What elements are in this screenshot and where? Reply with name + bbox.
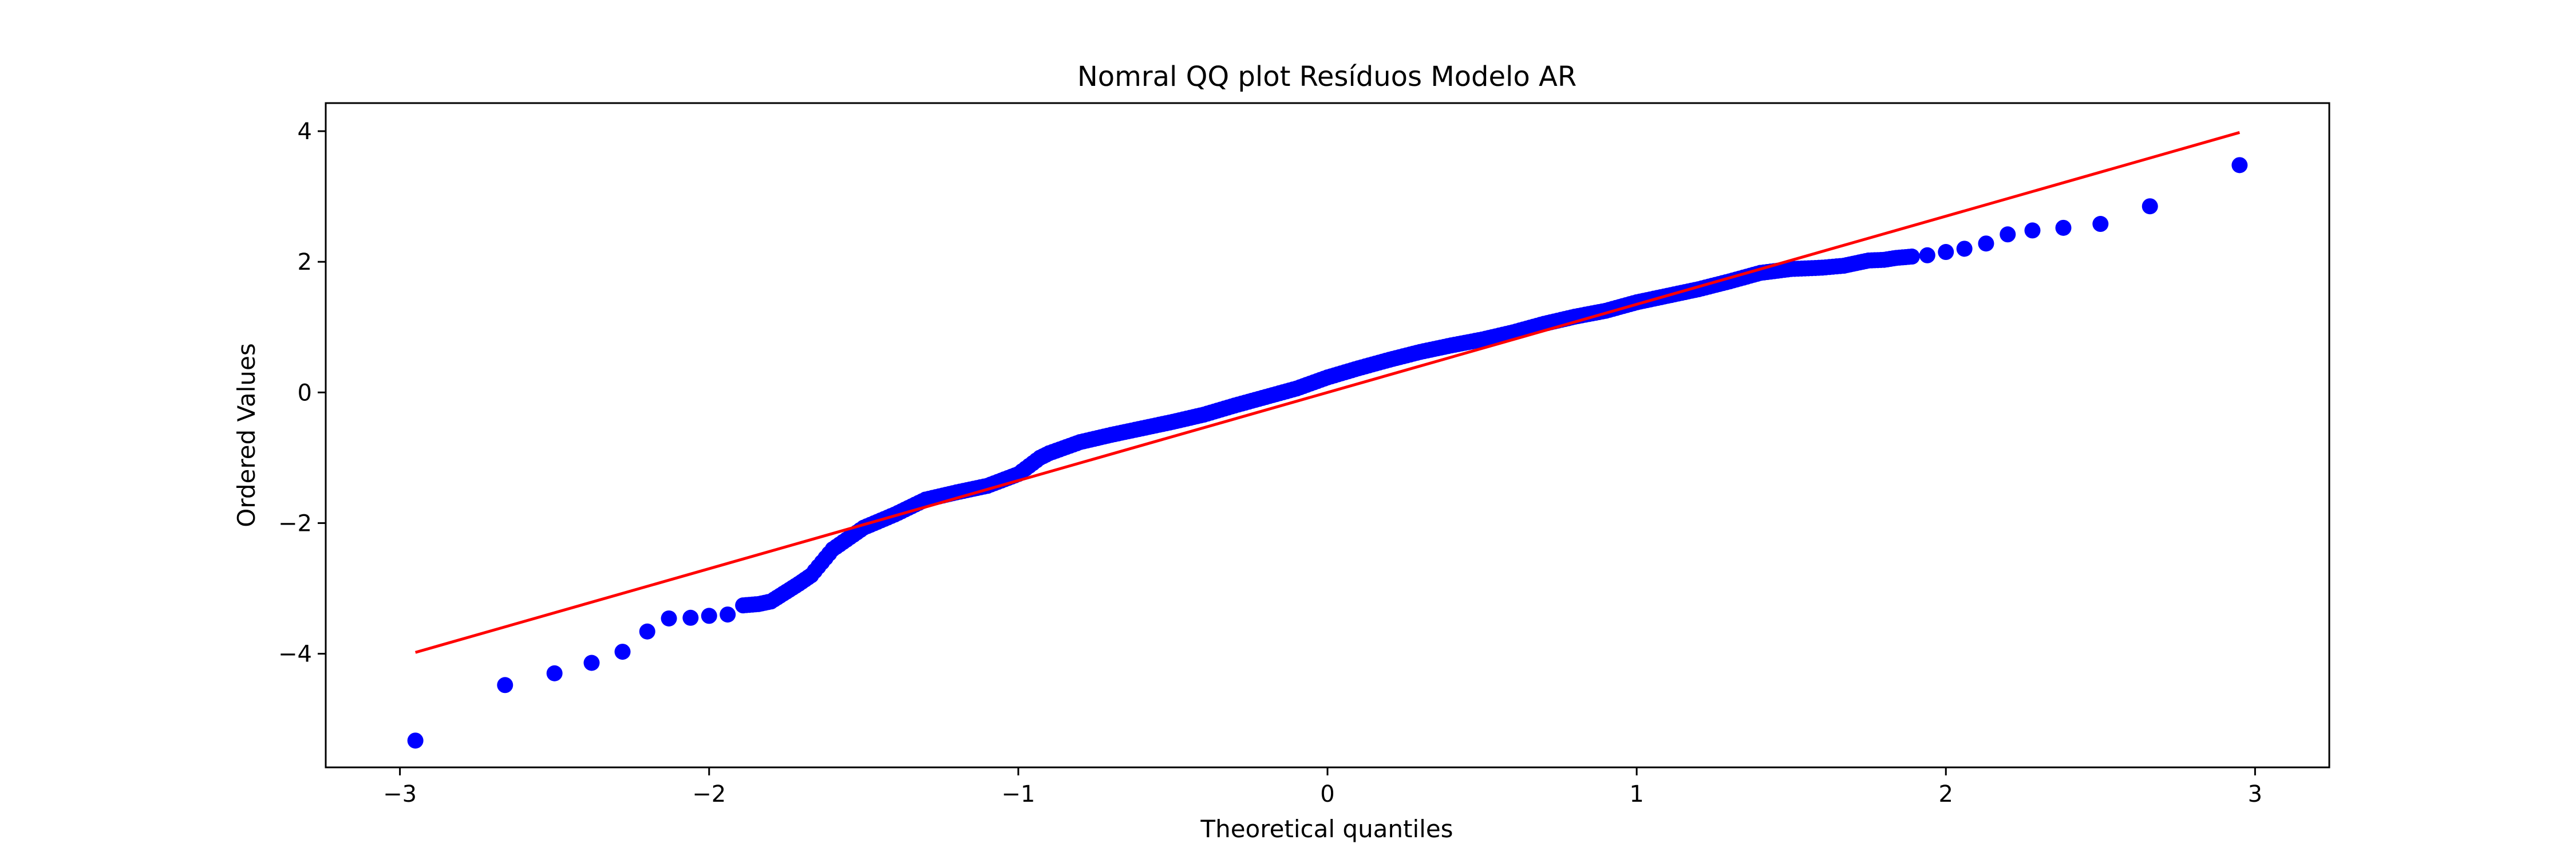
- data-point: [1956, 241, 1973, 257]
- plot-frame: [325, 102, 2330, 769]
- data-point: [682, 609, 699, 626]
- data-point: [639, 623, 655, 640]
- data-point: [497, 677, 513, 693]
- data-point: [2055, 219, 2072, 236]
- data-point: [2092, 216, 2109, 233]
- data-point: [2231, 157, 2248, 174]
- x-axis-label: Theoretical quantiles: [1200, 815, 1453, 843]
- x-tick-label: 3: [2248, 781, 2262, 807]
- data-point: [583, 655, 600, 671]
- plot-area: [326, 103, 2329, 767]
- data-point: [2142, 198, 2158, 215]
- y-tick-label: 4: [298, 119, 312, 145]
- y-tick-label: 2: [298, 249, 312, 275]
- x-tick-label: −2: [692, 781, 726, 807]
- data-point: [701, 608, 717, 624]
- data-point: [2024, 222, 2041, 239]
- x-tick-label: 1: [1629, 781, 1643, 807]
- x-tick-label: 2: [1939, 781, 1953, 807]
- y-axis-label: Ordered Values: [232, 343, 260, 527]
- data-point: [2000, 226, 2016, 243]
- data-point: [1938, 244, 1954, 261]
- chart-title: Nomral QQ plot Resíduos Modelo AR: [1077, 61, 1577, 93]
- data-point: [407, 732, 424, 749]
- data-point: [1901, 249, 1917, 265]
- data-point: [1919, 247, 1935, 263]
- data-point: [720, 606, 736, 623]
- data-point: [614, 644, 631, 660]
- data-point: [661, 610, 677, 626]
- x-tick-label: 0: [1320, 781, 1334, 807]
- x-tick-label: −3: [383, 781, 417, 807]
- y-tick-label: −2: [278, 510, 312, 537]
- data-point: [546, 665, 563, 681]
- y-axis-ticks: −4 −2 0 2 4: [278, 119, 326, 668]
- x-axis-ticks: −3 −2 −1 0 1 2 3: [383, 767, 2262, 807]
- reference-fit-line: [414, 131, 2241, 654]
- data-point: [1978, 235, 1994, 252]
- y-tick-label: −4: [278, 641, 312, 668]
- data-points: [407, 157, 2248, 749]
- x-tick-label: −1: [1001, 781, 1035, 807]
- y-tick-label: 0: [298, 380, 312, 406]
